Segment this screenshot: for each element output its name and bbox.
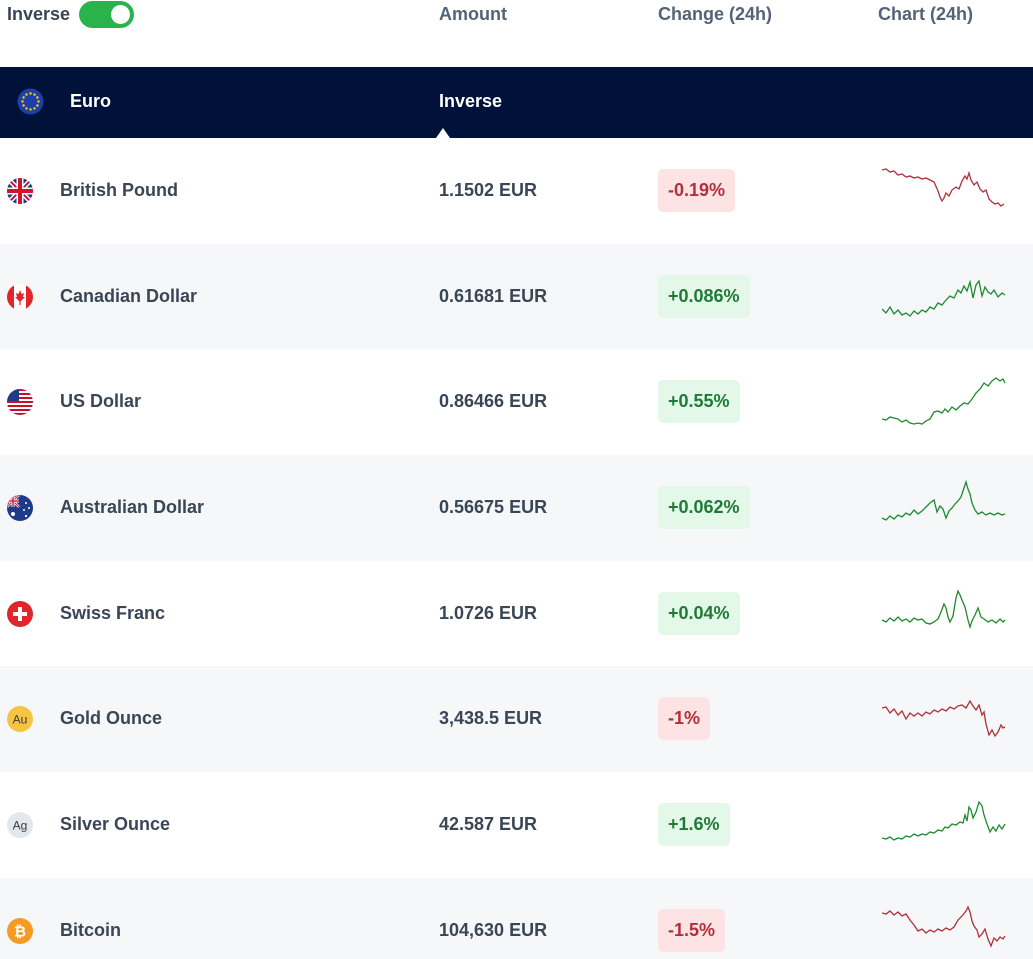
currency-amount: 0.56675 EUR — [439, 497, 548, 518]
table-row[interactable]: ₿ Bitcoin 104,630 EUR -1.5% — [0, 877, 1033, 959]
table-row[interactable]: Canadian Dollar 0.61681 EUR +0.086% — [0, 243, 1033, 350]
bitcoin-icon: ₿ — [7, 917, 33, 944]
currency-amount: 1.0726 EUR — [439, 602, 538, 623]
column-header-change[interactable]: Change (24h) — [658, 4, 773, 24]
sparkline-chart — [882, 905, 1006, 948]
currency-amount: 0.86466 EUR — [439, 391, 548, 412]
change-badge: +0.04% — [658, 591, 740, 635]
silver-coin-icon: Ag — [7, 812, 33, 839]
currency-name[interactable]: Australian Dollar — [60, 497, 205, 518]
base-currency-row[interactable]: Euro Inverse — [0, 67, 1033, 138]
currency-name[interactable]: US Dollar — [60, 391, 142, 412]
currency-name[interactable]: Silver Ounce — [60, 814, 171, 835]
table-row[interactable]: Swiss Franc 1.0726 EUR +0.04% — [0, 561, 1033, 667]
change-badge: -1% — [658, 697, 711, 741]
currency-name[interactable]: Canadian Dollar — [60, 285, 198, 306]
currency-amount: 1.1502 EUR — [439, 180, 538, 200]
currency-amount: 0.61681 EUR — [439, 285, 548, 306]
currency-amount: 104,630 EUR — [439, 919, 548, 940]
currency-name[interactable]: British Pound — [60, 180, 178, 200]
table-header: Inverse Amount Change (24h) Chart (24h) — [0, 0, 1033, 67]
change-badge: -0.19% — [658, 169, 736, 212]
caret-indicator — [436, 128, 450, 138]
svg-text:₿: ₿ — [14, 922, 26, 940]
sparkline-chart — [882, 800, 1006, 841]
gold-coin-icon: Au — [7, 706, 33, 733]
change-badge: +0.55% — [658, 380, 740, 424]
column-header-amount[interactable]: Amount — [439, 4, 507, 24]
gold-badge-text: Au — [13, 713, 28, 727]
currency-name[interactable]: Gold Ounce — [60, 708, 163, 729]
table-row[interactable]: US Dollar 0.86466 EUR +0.55% — [0, 349, 1033, 455]
silver-badge-text: Ag — [13, 819, 28, 833]
sparkline-chart — [882, 279, 1006, 317]
toggle-knob — [111, 5, 130, 24]
ch-flag-icon — [7, 600, 33, 627]
table-row[interactable]: Au Gold Ounce 3,438.5 EUR -1% — [0, 666, 1033, 773]
inverse-label: Inverse — [7, 4, 71, 24]
table-row[interactable]: Australian Dollar 0.56675 EUR +0.062% — [0, 455, 1033, 561]
change-badge: +0.062% — [658, 486, 750, 530]
eu-flag-icon — [17, 88, 44, 115]
currency-amount: 3,438.5 EUR — [439, 708, 543, 729]
ca-flag-icon — [7, 283, 33, 310]
change-badge: +0.086% — [658, 274, 750, 318]
currency-amount: 42.587 EUR — [439, 814, 538, 835]
au-flag-icon — [7, 495, 33, 522]
gb-flag-icon — [7, 178, 33, 204]
sparkline-chart — [882, 480, 1006, 521]
table-row[interactable]: British Pound 1.1502 EUR -0.19% — [0, 138, 1033, 244]
column-header-chart: Chart (24h) — [878, 4, 974, 24]
sparkline-chart — [882, 700, 1006, 738]
inverse-toggle[interactable] — [79, 1, 134, 28]
currency-name[interactable]: Bitcoin — [60, 919, 121, 940]
base-currency-name: Euro — [70, 91, 112, 111]
change-badge: +1.6% — [658, 803, 730, 847]
sparkline-chart — [882, 588, 1006, 629]
currency-name[interactable]: Swiss Franc — [60, 602, 166, 623]
table-row[interactable]: Ag Silver Ounce 42.587 EUR +1.6% — [0, 772, 1033, 878]
currency-list: British Pound 1.1502 EUR -0.19% Canadian… — [0, 138, 1033, 959]
change-badge: -1.5% — [658, 908, 726, 952]
us-flag-icon — [7, 389, 33, 416]
sparkline-chart — [882, 377, 1006, 426]
base-mode-label: Inverse — [439, 91, 503, 111]
sparkline-chart — [882, 168, 1005, 207]
